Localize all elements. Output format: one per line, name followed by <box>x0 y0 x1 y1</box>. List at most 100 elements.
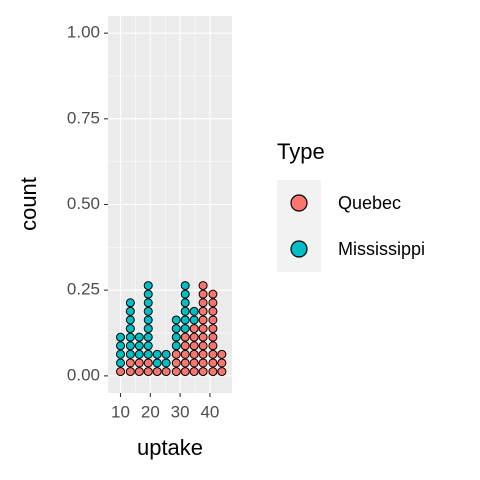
dot <box>198 289 208 299</box>
dot <box>134 358 144 368</box>
dot <box>125 298 135 308</box>
dot <box>198 349 208 359</box>
dot <box>180 315 190 325</box>
dot <box>171 367 181 377</box>
dot <box>152 367 162 377</box>
dot <box>217 358 227 368</box>
dot <box>180 367 190 377</box>
legend-label: Mississippi <box>338 239 425 259</box>
dot <box>180 306 190 316</box>
dot <box>116 367 126 377</box>
x-axis-title: uptake <box>137 435 203 460</box>
dot <box>208 367 218 377</box>
dot <box>125 341 135 351</box>
dot <box>116 358 126 368</box>
y-axis-title: count <box>16 177 41 231</box>
dot <box>143 315 153 325</box>
dot <box>171 358 181 368</box>
dot <box>198 358 208 368</box>
dot <box>208 341 218 351</box>
dot <box>180 341 190 351</box>
dot <box>208 324 218 334</box>
dot <box>217 367 227 377</box>
dot <box>152 358 162 368</box>
dot <box>143 324 153 334</box>
dot <box>143 358 153 368</box>
legend-title: Type <box>277 139 325 164</box>
dot <box>171 324 181 334</box>
dot <box>116 341 126 351</box>
legend-label: Quebec <box>338 193 401 213</box>
dot <box>198 281 208 291</box>
dot <box>180 324 190 334</box>
dot <box>125 358 135 368</box>
dot <box>134 341 144 351</box>
dot <box>143 349 153 359</box>
dot <box>134 367 144 377</box>
y-tick-label: 0.75 <box>67 108 100 127</box>
dot <box>143 289 153 299</box>
legend-symbol <box>290 194 308 212</box>
dot <box>208 289 218 299</box>
dot <box>189 332 199 342</box>
dot <box>208 298 218 308</box>
dot <box>125 306 135 316</box>
dot <box>125 349 135 359</box>
dot <box>143 298 153 308</box>
dot <box>198 332 208 342</box>
dot <box>171 349 181 359</box>
x-tick-label: 20 <box>141 402 160 421</box>
dot <box>189 324 199 334</box>
dot <box>208 358 218 368</box>
x-tick-label: 30 <box>171 402 190 421</box>
dot <box>180 349 190 359</box>
dot <box>171 332 181 342</box>
dot <box>180 281 190 291</box>
dot <box>208 315 218 325</box>
dot <box>134 332 144 342</box>
dot <box>143 332 153 342</box>
legend-symbol <box>290 240 308 258</box>
dot <box>143 281 153 291</box>
dot <box>143 341 153 351</box>
dot <box>161 367 171 377</box>
dot <box>208 306 218 316</box>
dot <box>180 332 190 342</box>
dot <box>125 324 135 334</box>
y-tick-label: 0.00 <box>67 365 100 384</box>
dot <box>180 298 190 308</box>
dot <box>134 349 144 359</box>
dot <box>143 367 153 377</box>
dot <box>171 315 181 325</box>
dot <box>171 341 181 351</box>
dot <box>198 306 208 316</box>
dot <box>161 358 171 368</box>
dot <box>116 332 126 342</box>
dot <box>161 349 171 359</box>
dot <box>198 341 208 351</box>
dot <box>208 332 218 342</box>
dot <box>217 349 227 359</box>
dot <box>125 315 135 325</box>
dot <box>189 306 199 316</box>
x-tick-label: 10 <box>111 402 130 421</box>
dot <box>198 324 208 334</box>
y-tick-label: 0.25 <box>67 280 100 299</box>
dot <box>125 332 135 342</box>
dot <box>116 349 126 359</box>
dot <box>198 315 208 325</box>
dot <box>189 358 199 368</box>
dot <box>189 367 199 377</box>
dot <box>198 298 208 308</box>
dot <box>180 289 190 299</box>
y-tick-label: 1.00 <box>67 23 100 42</box>
dot <box>189 341 199 351</box>
dot <box>143 306 153 316</box>
y-tick-label: 0.50 <box>67 194 100 213</box>
dot <box>198 367 208 377</box>
dot <box>189 315 199 325</box>
dot <box>189 349 199 359</box>
dot <box>208 349 218 359</box>
dot <box>125 367 135 377</box>
